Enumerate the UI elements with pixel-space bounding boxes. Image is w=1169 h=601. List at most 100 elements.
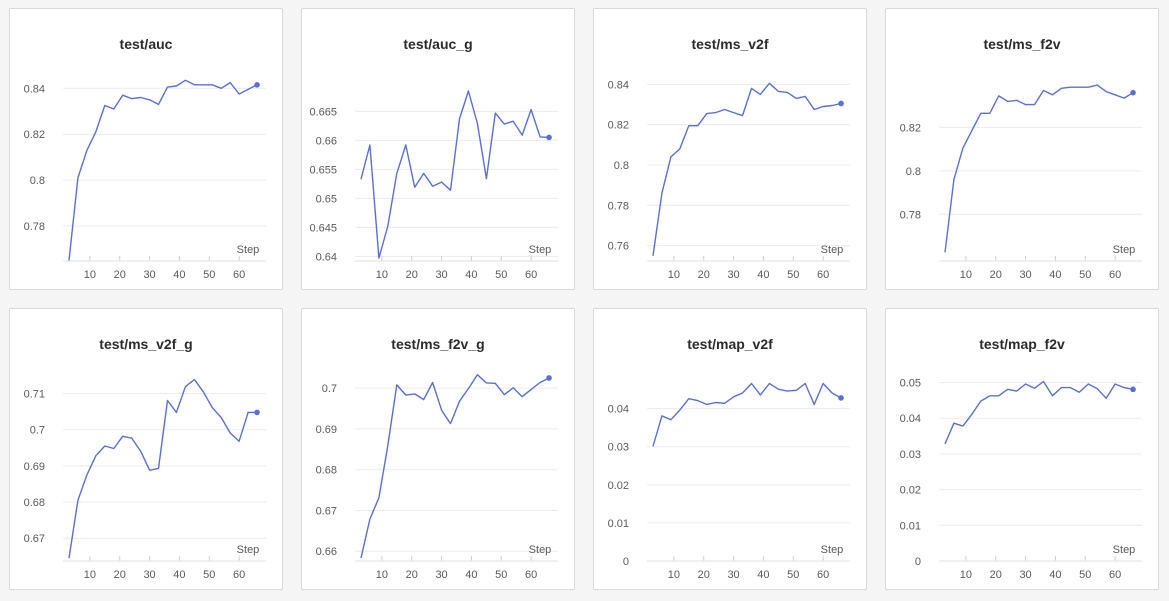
x-axis-label: Step: [237, 544, 260, 556]
y-tick-label: 0.84: [24, 83, 45, 95]
series-line: [944, 380, 1134, 445]
y-tick-label: 0.8: [30, 175, 45, 187]
y-tick-label: 0.66: [316, 135, 337, 147]
y-tick-label: 0.69: [316, 424, 337, 436]
y-tick-label: 0.82: [608, 120, 629, 132]
x-axis-label: Step: [821, 544, 844, 556]
x-tick-label: 10: [668, 269, 680, 281]
chart-panel[interactable]: test/ms_v2f 0.76 0.78 0.8 0.82 0.84 10 20 30 40 50…: [593, 8, 867, 290]
series-line: [652, 82, 842, 256]
x-tick-label: 40: [173, 269, 185, 281]
series-line: [652, 382, 842, 447]
x-tick-label: 50: [1079, 569, 1091, 581]
y-tick-label: 0.655: [309, 164, 337, 176]
y-tick-label: 0.78: [900, 209, 921, 221]
y-tick-label: 0.665: [309, 106, 337, 118]
y-tick-label: 0.7: [30, 425, 45, 437]
y-tick-label: 0.645: [309, 222, 337, 234]
last-point-marker: [546, 134, 552, 141]
chart-panel[interactable]: test/auc 0.78 0.8 0.82 0.84 10 20 30 40 50 60 Step: [9, 8, 283, 290]
chart-panel[interactable]: test/ms_f2v 0.78 0.8 0.82 10 20 30 40 50 60 Step: [885, 8, 1159, 290]
y-tick-label: 0.71: [24, 389, 45, 401]
chart-title: test/auc_g: [403, 36, 473, 52]
chart-panel[interactable]: test/map_v2f 0 0.01 0.02 0.03 0.04 10 20 30 40 50 6…: [593, 308, 867, 590]
y-tick-label: 0.02: [900, 485, 921, 497]
y-tick-label: 0.66: [316, 546, 337, 558]
line-chart: 0.78 0.8 0.82 10 20 30 40 50 60 Step: [900, 84, 1142, 281]
line-chart: 0.76 0.78 0.8 0.82 0.84 10 20 30 40 50 60 Step: [608, 79, 850, 281]
x-tick-label: 30: [143, 269, 155, 281]
last-point-marker: [546, 375, 552, 381]
y-tick-label: 0.8: [614, 160, 629, 172]
chart-panel[interactable]: test/auc_g 0.64 0.645 0.65 0.655 0.66 0.665 10 2…: [301, 8, 575, 290]
chart-title: test/map_f2v: [979, 336, 1065, 352]
y-tick-label: 0.65: [316, 193, 337, 205]
chart-title: test/ms_v2f: [691, 36, 769, 52]
x-tick-label: 40: [465, 269, 477, 281]
x-tick-label: 50: [1079, 269, 1091, 281]
series-line: [944, 84, 1134, 253]
y-tick-label: 0.68: [24, 497, 45, 509]
y-tick-label: 0.78: [608, 200, 629, 212]
x-axis-label: Step: [821, 244, 844, 256]
x-tick-label: 40: [173, 569, 185, 581]
x-tick-label: 60: [1109, 269, 1121, 281]
last-point-marker: [254, 409, 260, 416]
x-axis-label: Step: [529, 244, 552, 256]
last-point-marker: [838, 100, 844, 107]
x-tick-label: 20: [406, 569, 418, 581]
line-chart: 0 0.01 0.02 0.03 0.04 10 20 30 40 50 60 Step: [608, 382, 850, 581]
x-tick-label: 20: [406, 269, 418, 281]
x-tick-label: 60: [525, 569, 537, 581]
x-tick-label: 10: [960, 269, 972, 281]
last-point-marker: [838, 395, 844, 401]
x-tick-label: 20: [114, 569, 126, 581]
chart-title: test/map_v2f: [687, 336, 773, 352]
x-tick-label: 20: [698, 569, 710, 581]
y-tick-label: 0.02: [608, 480, 629, 492]
x-tick-label: 60: [1109, 569, 1121, 581]
x-tick-label: 10: [668, 569, 680, 581]
x-tick-label: 10: [84, 569, 96, 581]
x-axis-label: Step: [237, 244, 260, 256]
x-tick-label: 30: [1019, 569, 1031, 581]
y-tick-label: 0.04: [900, 413, 921, 425]
y-tick-label: 0.76: [608, 241, 629, 253]
y-tick-label: 0.82: [900, 122, 921, 134]
x-tick-label: 30: [727, 269, 739, 281]
x-tick-label: 50: [495, 269, 507, 281]
x-tick-label: 30: [143, 569, 155, 581]
last-point-marker: [1130, 89, 1136, 96]
y-tick-label: 0.04: [608, 404, 629, 416]
y-tick-label: 0.05: [900, 378, 921, 390]
x-tick-label: 40: [1049, 269, 1061, 281]
y-tick-label: 0.68: [316, 465, 337, 477]
x-tick-label: 10: [376, 269, 388, 281]
x-axis-label: Step: [1113, 244, 1136, 256]
y-tick-label: 0.69: [24, 461, 45, 473]
series-line: [360, 90, 550, 259]
chart-panel[interactable]: test/ms_v2f_g 0.67 0.68 0.69 0.7 0.71 10 20 30 40…: [9, 308, 283, 590]
y-tick-label: 0.01: [608, 518, 629, 530]
chart-panel[interactable]: test/ms_f2v_g 0.66 0.67 0.68 0.69 0.7 10 20 30 40…: [301, 308, 575, 590]
x-axis-label: Step: [529, 544, 552, 556]
y-tick-label: 0.82: [24, 129, 45, 141]
y-tick-label: 0.03: [608, 442, 629, 454]
line-chart: 0.66 0.67 0.68 0.69 0.7 10 20 30 40 50 60 Step: [316, 373, 558, 581]
x-tick-label: 60: [817, 569, 829, 581]
line-chart: 0.78 0.8 0.82 0.84 10 20 30 40 50 60 Step: [24, 79, 266, 281]
x-tick-label: 20: [114, 269, 126, 281]
y-tick-label: 0: [623, 556, 629, 568]
chart-panel[interactable]: test/map_f2v 0 0.01 0.02 0.03 0.04 0.05 10 20 30 4…: [885, 308, 1159, 590]
chart-title: test/ms_v2f_g: [99, 336, 193, 352]
y-tick-label: 0.78: [24, 221, 45, 233]
x-tick-label: 50: [787, 569, 799, 581]
x-tick-label: 40: [757, 269, 769, 281]
x-tick-label: 50: [495, 569, 507, 581]
x-tick-label: 60: [233, 269, 245, 281]
line-chart: 0.64 0.645 0.65 0.655 0.66 0.665 10 20 30 40 50 60 S…: [309, 90, 558, 281]
series-line: [360, 373, 550, 559]
series-line: [68, 79, 258, 261]
x-axis-label: Step: [1113, 544, 1136, 556]
chart-title: test/ms_f2v_g: [391, 336, 485, 352]
